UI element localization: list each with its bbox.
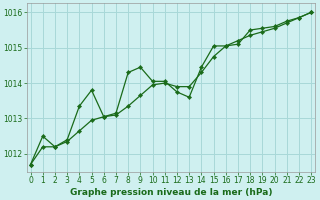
X-axis label: Graphe pression niveau de la mer (hPa): Graphe pression niveau de la mer (hPa) [70, 188, 272, 197]
